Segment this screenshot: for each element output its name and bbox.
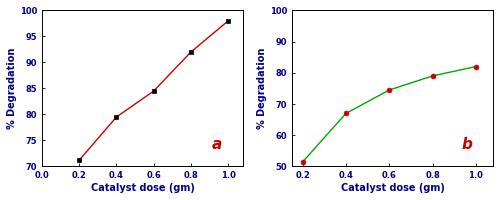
Y-axis label: % Degradation: % Degradation — [257, 48, 267, 129]
X-axis label: Catalyst dose (gm): Catalyst dose (gm) — [90, 183, 194, 193]
Text: b: b — [462, 137, 472, 152]
Text: a: a — [212, 137, 222, 152]
Y-axis label: % Degradation: % Degradation — [7, 48, 17, 129]
X-axis label: Catalyst dose (gm): Catalyst dose (gm) — [340, 183, 444, 193]
